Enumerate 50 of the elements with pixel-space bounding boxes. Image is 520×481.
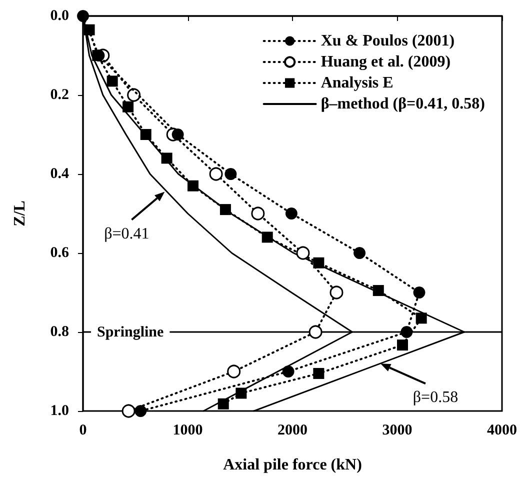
y-tick-label: 0.2 bbox=[50, 87, 69, 103]
annotation: β=0.58 bbox=[412, 389, 458, 406]
point bbox=[209, 167, 223, 181]
x-tick-label: 3000 bbox=[382, 422, 412, 438]
point bbox=[396, 340, 408, 351]
y-axis-title: Z/L bbox=[12, 200, 28, 226]
point bbox=[296, 246, 310, 260]
y-tick-label: 0.4 bbox=[50, 166, 70, 182]
y-tick-label: 0.6 bbox=[50, 245, 70, 261]
point bbox=[372, 285, 384, 296]
point bbox=[224, 168, 237, 180]
x-tick-label: 0 bbox=[79, 422, 87, 438]
point bbox=[122, 101, 134, 112]
ref-line-label: Springline bbox=[97, 324, 164, 340]
legend-label: β–method (β=0.41, 0.58) bbox=[320, 96, 485, 112]
point bbox=[172, 128, 184, 140]
point bbox=[218, 398, 229, 410]
y-tick-label: 0.0 bbox=[50, 8, 69, 24]
point bbox=[416, 312, 427, 324]
point bbox=[227, 364, 241, 378]
x-tick-label: 2000 bbox=[278, 422, 308, 438]
point bbox=[285, 208, 298, 220]
point bbox=[134, 405, 147, 417]
point bbox=[251, 206, 265, 220]
legend-label: Huang et al. (2009) bbox=[320, 54, 451, 70]
point bbox=[400, 326, 413, 338]
point bbox=[161, 152, 172, 164]
point bbox=[282, 366, 294, 378]
point bbox=[354, 247, 366, 259]
point bbox=[140, 129, 152, 140]
point bbox=[308, 325, 322, 339]
y-tick-label: 0.8 bbox=[50, 324, 69, 340]
x-axis-title: Axial pile force (kN) bbox=[223, 456, 362, 474]
legend-label: Xu & Poulos (2001) bbox=[320, 32, 455, 50]
point bbox=[122, 404, 136, 418]
x-tick-label: 1000 bbox=[172, 422, 203, 438]
point bbox=[413, 286, 426, 298]
annotation: β=0.41 bbox=[104, 225, 150, 242]
point bbox=[220, 204, 231, 216]
point bbox=[262, 232, 273, 243]
point bbox=[313, 257, 324, 268]
point bbox=[313, 368, 324, 379]
point bbox=[77, 10, 89, 22]
point bbox=[236, 388, 247, 399]
point bbox=[106, 76, 118, 87]
legend-label: Analysis E bbox=[320, 74, 394, 92]
y-tick-label: 1.0 bbox=[50, 403, 69, 419]
point bbox=[187, 180, 198, 192]
point bbox=[330, 286, 344, 300]
x-tick-label: 4000 bbox=[487, 422, 517, 438]
